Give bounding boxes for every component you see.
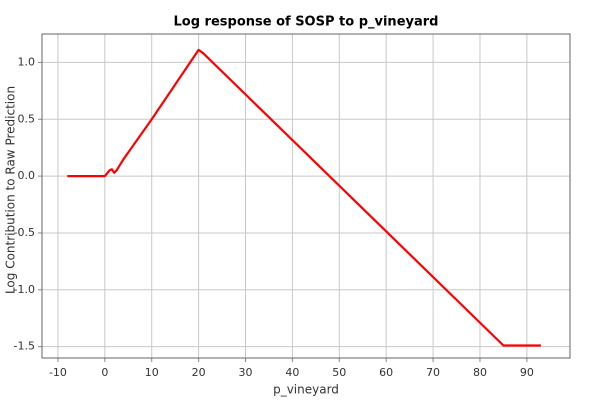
chart-title: Log response of SOSP to p_vineyard (174, 15, 439, 30)
x-tick-label: 50 (332, 366, 346, 379)
x-tick-label: 40 (285, 366, 299, 379)
x-tick-label: 70 (426, 366, 440, 379)
y-tick-label: 0.0 (18, 169, 36, 182)
x-tick-label: 10 (145, 366, 159, 379)
x-tick-label: 60 (379, 366, 393, 379)
y-tick-label: 0.5 (18, 112, 36, 125)
x-tick-label: 90 (520, 366, 534, 379)
y-axis-label: Log Contribution to Raw Prediction (4, 86, 18, 294)
x-tick-label: 0 (101, 366, 108, 379)
x-tick-label: 80 (473, 366, 487, 379)
y-tick-label: -1.0 (14, 283, 35, 296)
x-tick-label: 20 (192, 366, 206, 379)
x-tick-label: -10 (49, 366, 67, 379)
y-tick-label: -1.5 (14, 340, 35, 353)
x-axis-label: p_vineyard (273, 383, 339, 397)
plot-frame (41, 33, 571, 359)
data-line (67, 48, 541, 347)
y-tick-label: -0.5 (14, 226, 35, 239)
y-tick-label: 1.0 (18, 55, 36, 68)
x-tick-label: 30 (239, 366, 253, 379)
